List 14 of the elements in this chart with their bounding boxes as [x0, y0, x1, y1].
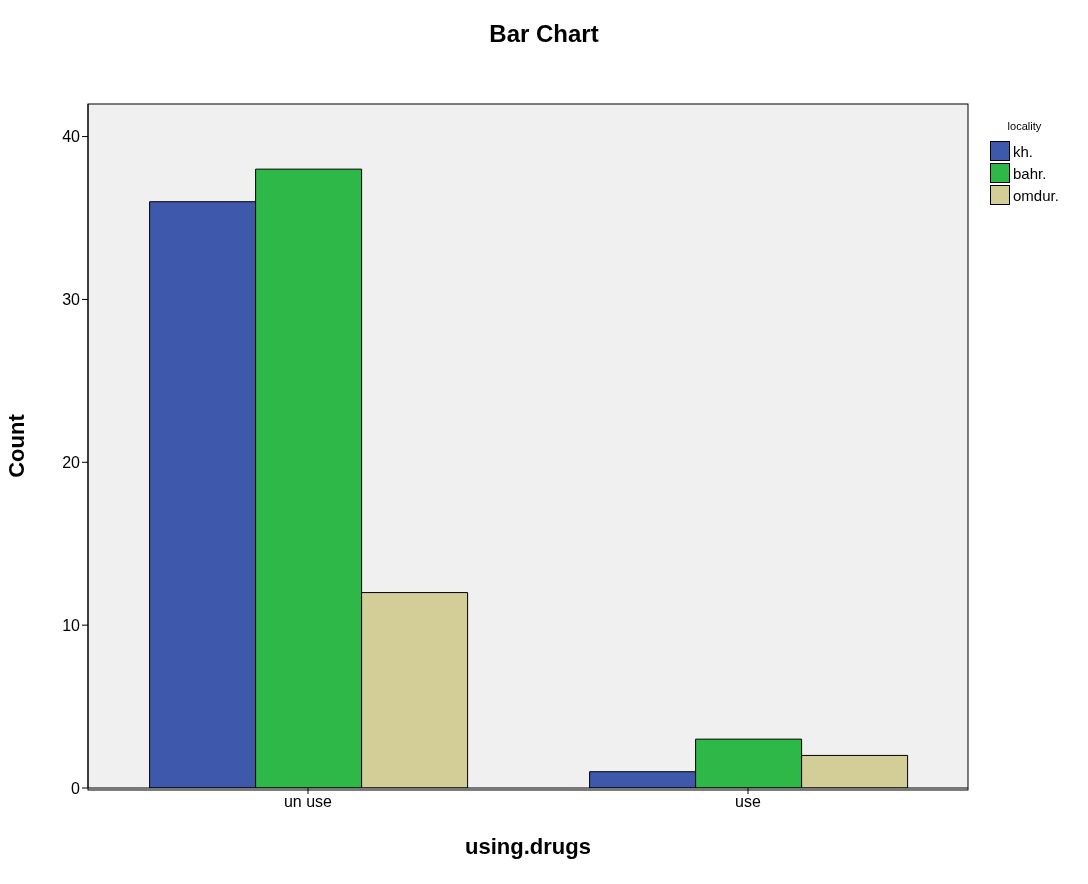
- legend-label: bahr.: [1013, 164, 1047, 182]
- legend-title: locality: [1006, 120, 1043, 132]
- y-axis-title: Count: [3, 413, 29, 478]
- y-tick-label: 0: [71, 779, 81, 797]
- legend-label: omdur.: [1013, 186, 1059, 204]
- y-tick-label: 30: [62, 291, 81, 309]
- y-tick-label: 20: [62, 453, 81, 471]
- x-tick-label: use: [735, 793, 761, 811]
- y-tick-label: 40: [62, 128, 81, 146]
- legend-label: kh.: [1013, 142, 1034, 160]
- chart-title: Bar Chart: [488, 20, 600, 48]
- x-tick-label: un use: [283, 793, 333, 811]
- y-tick-label: 10: [62, 616, 81, 634]
- x-axis-title: using.drugs: [465, 834, 591, 859]
